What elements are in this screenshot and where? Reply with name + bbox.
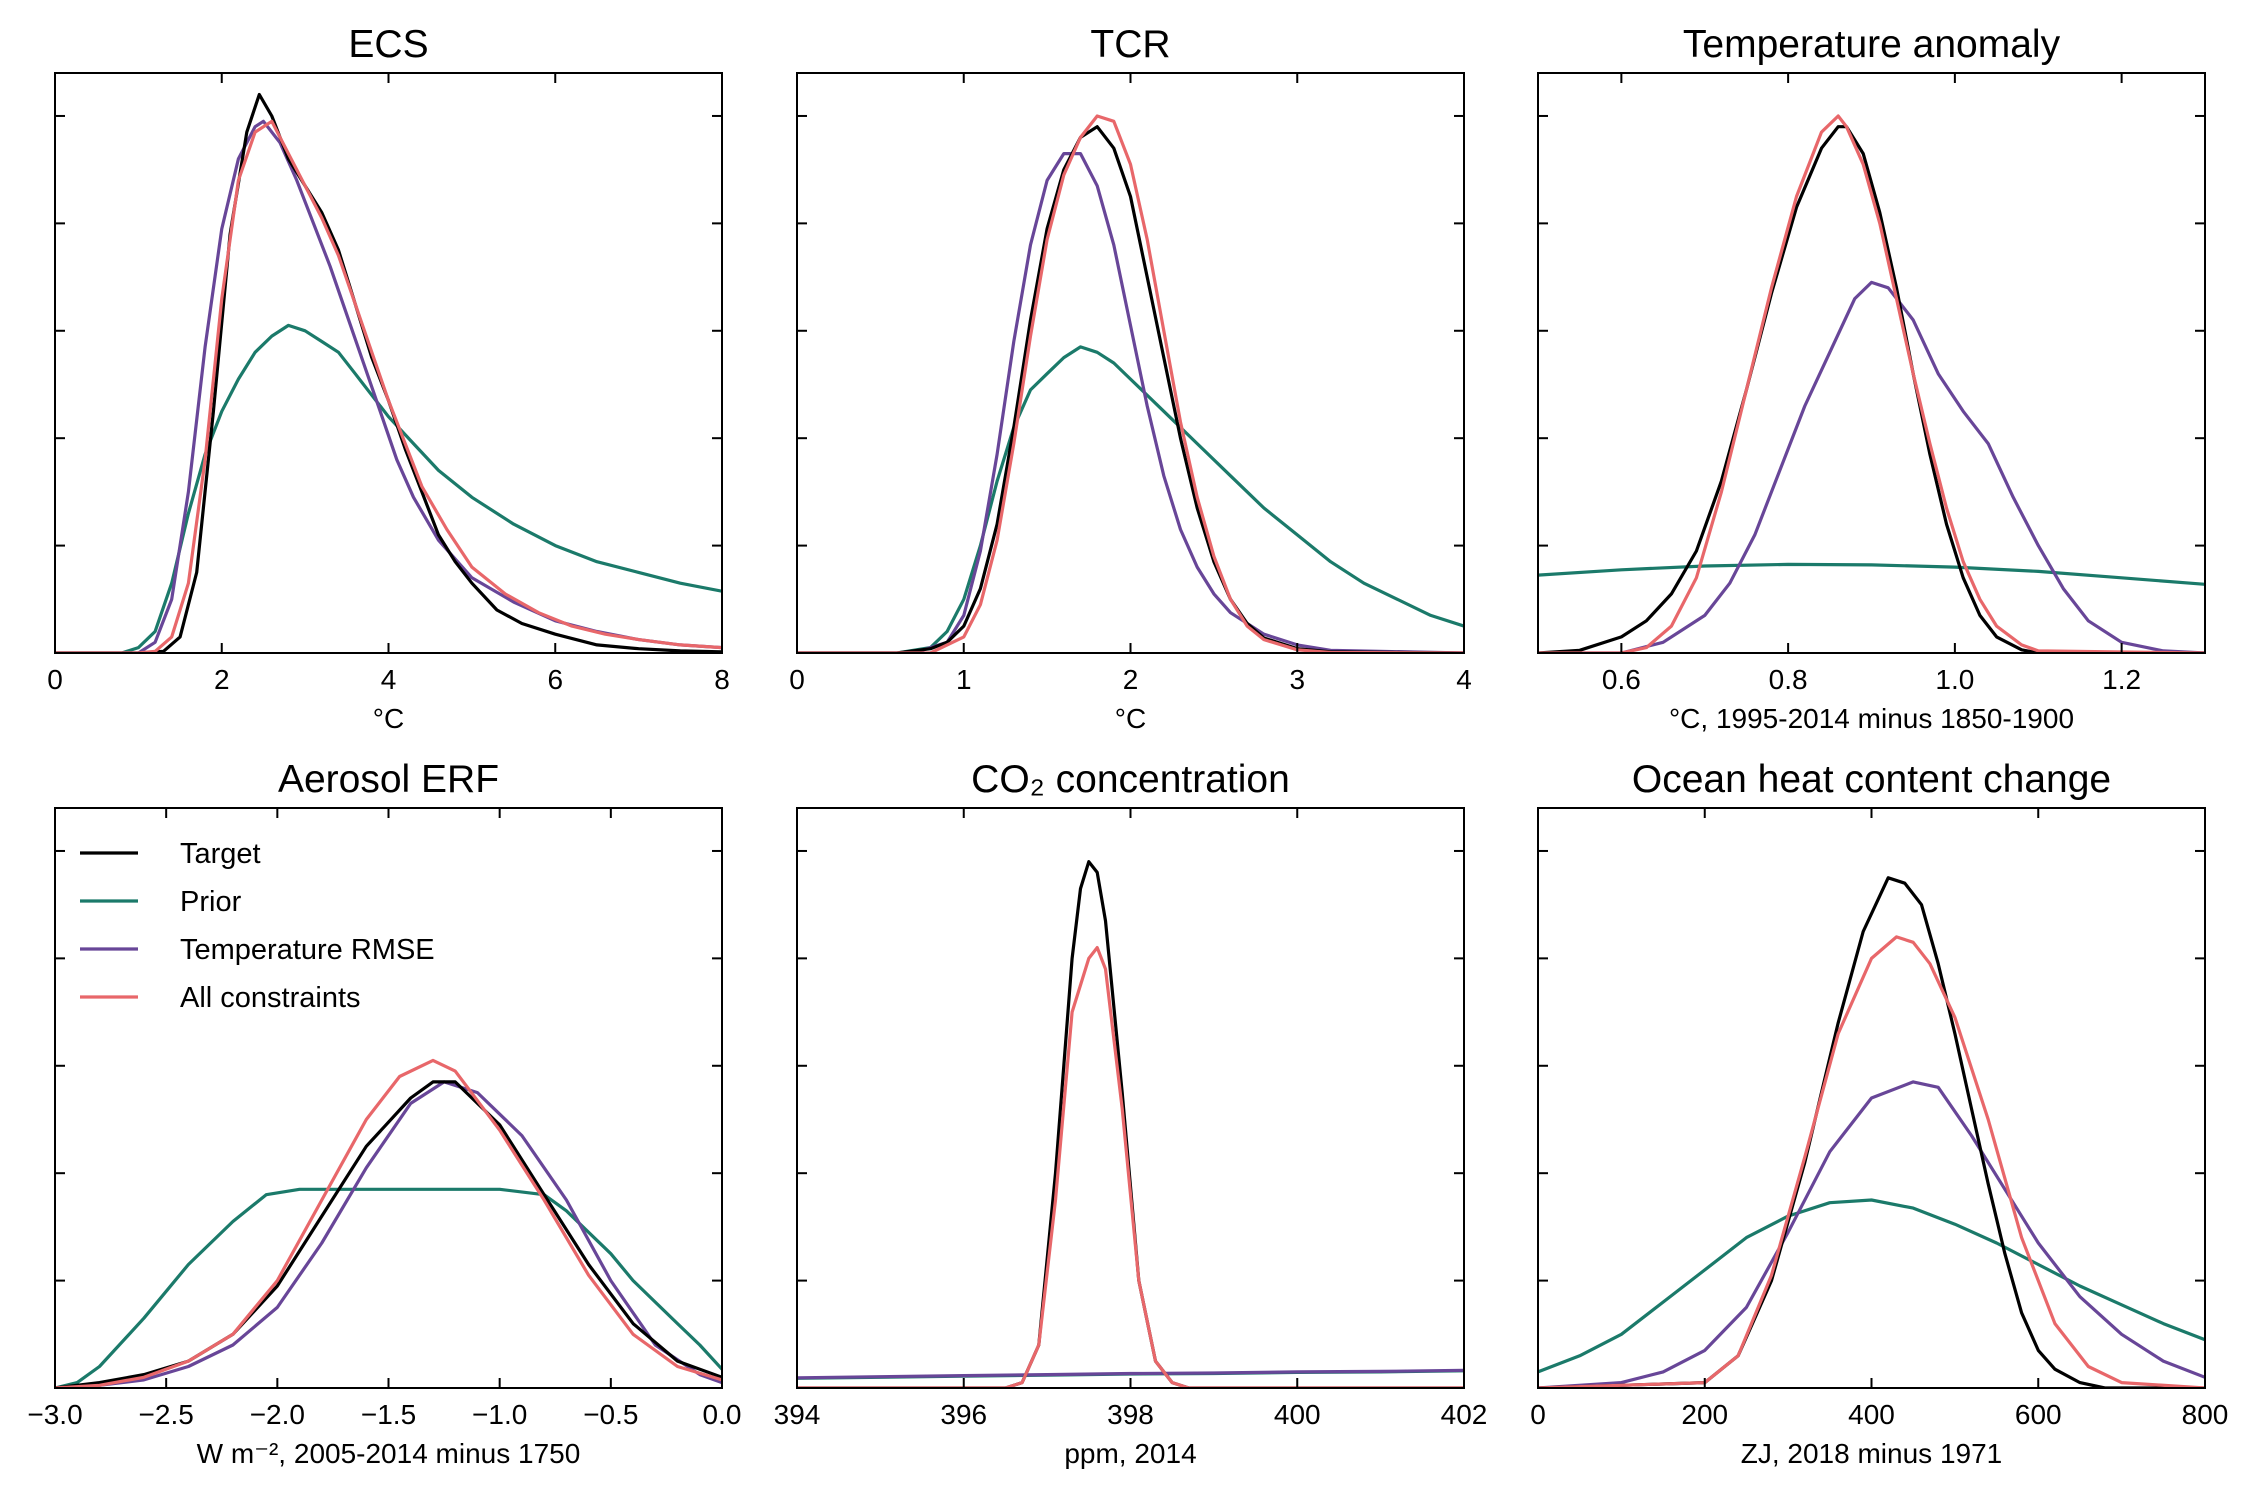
panel-co2-concentration: CO₂ concentration ppm, 2014 394 396 398 400… — [774, 758, 1488, 1469]
x-axis-label: ppm, 2014 — [1064, 1438, 1196, 1469]
series-line-prior — [55, 1187, 722, 1388]
x-tick-label: 0.0 — [703, 1399, 742, 1430]
plot-area — [1538, 114, 2205, 653]
series-line-prior — [797, 345, 1464, 653]
x-tick-label: 3 — [1289, 664, 1305, 695]
series-line-temperature-rmse — [797, 152, 1464, 653]
x-tick-label: 396 — [940, 1399, 987, 1430]
x-tick-label: −1.0 — [472, 1399, 527, 1430]
axes-frame — [796, 807, 1465, 1389]
panel-aerosol-erf: Aerosol ERF W m⁻², 2005-2014 minus 1750 … — [27, 758, 741, 1469]
legend-item: Temperature RMSE — [80, 934, 435, 966]
series-line-target — [55, 1080, 722, 1388]
panel-title: Temperature anomaly — [1683, 23, 2061, 66]
x-axis-label: ZJ, 2018 minus 1971 — [1741, 1438, 2003, 1469]
x-tick-label: 2 — [214, 664, 230, 695]
x-tick-label: 8 — [714, 664, 730, 695]
x-tick-label: −3.0 — [27, 1399, 82, 1430]
panel-title: ECS — [348, 23, 428, 66]
plot-area — [55, 1058, 722, 1388]
x-tick-label: 6 — [547, 664, 563, 695]
panel-title: Aerosol ERF — [278, 758, 499, 801]
x-tick-label: 400 — [1274, 1399, 1321, 1430]
x-tick-label: −1.5 — [361, 1399, 416, 1430]
series-line-temperature-rmse — [55, 119, 722, 653]
series-line-prior — [55, 323, 722, 653]
series-line-target — [797, 860, 1464, 1388]
series-line-all-constraints — [797, 114, 1464, 653]
x-tick-label: 200 — [1681, 1399, 1728, 1430]
x-axis-label: °C — [373, 703, 404, 734]
panel-ocean-heat-content: Ocean heat content change ZJ, 2018 minus… — [1530, 758, 2228, 1469]
x-axis-label: °C, 1995-2014 minus 1850-1900 — [1669, 703, 2074, 734]
series-line-all-constraints — [55, 1058, 722, 1388]
series-line-all-constraints — [1538, 935, 2205, 1388]
x-tick-label: −2.0 — [250, 1399, 305, 1430]
x-tick-label: 398 — [1107, 1399, 1154, 1430]
x-tick-label: 800 — [2182, 1399, 2229, 1430]
x-tick-label: 0.6 — [1602, 664, 1641, 695]
panel-temperature-anomaly: Temperature anomaly °C, 1995-2014 minus … — [1537, 23, 2206, 734]
x-tick-label: 400 — [1848, 1399, 1895, 1430]
x-tick-label: −0.5 — [583, 1399, 638, 1430]
x-axis-label: W m⁻², 2005-2014 minus 1750 — [197, 1438, 581, 1469]
legend-label: All constraints — [180, 982, 361, 1014]
series-line-temperature-rmse — [55, 1080, 722, 1388]
legend: Target Prior Temperature RMSE All constr… — [80, 838, 435, 1014]
series-line-prior — [1538, 1198, 2205, 1374]
x-tick-label: 1.0 — [1935, 664, 1974, 695]
x-tick-label: 4 — [381, 664, 397, 695]
series-line-all-constraints — [1538, 114, 2205, 653]
x-tick-label: 0 — [1530, 1399, 1546, 1430]
plot-area — [797, 114, 1464, 653]
x-tick-label: 1 — [956, 664, 972, 695]
axes-frame — [54, 807, 723, 1389]
x-tick-label: 4 — [1456, 664, 1472, 695]
legend-label: Temperature RMSE — [180, 934, 435, 966]
series-line-all-constraints — [55, 119, 722, 653]
plot-area — [1538, 876, 2205, 1388]
series-line-prior — [1538, 562, 2205, 586]
x-tick-label: 0.8 — [1769, 664, 1808, 695]
legend-item: Prior — [80, 886, 242, 918]
x-tick-label: −2.5 — [139, 1399, 194, 1430]
series-line-all-constraints — [797, 946, 1464, 1388]
series-line-target — [797, 125, 1464, 653]
legend-item: All constraints — [80, 982, 361, 1014]
series-line-target — [1538, 125, 2205, 653]
axes-frame — [54, 72, 723, 654]
panel-title: Ocean heat content change — [1632, 758, 2111, 801]
x-axis-label: °C — [1115, 703, 1146, 734]
x-tick-label: 0 — [47, 664, 63, 695]
plot-area — [797, 860, 1464, 1388]
legend-label: Target — [180, 838, 261, 870]
panel-tcr: TCR °C 0 1 2 3 4 — [789, 23, 1472, 734]
legend-label: Prior — [180, 886, 242, 918]
x-tick-label: 600 — [2015, 1399, 2062, 1430]
x-tick-label: 402 — [1441, 1399, 1488, 1430]
panel-title: TCR — [1090, 23, 1170, 66]
x-tick-label: 2 — [1123, 664, 1139, 695]
series-line-temperature-rmse — [1538, 280, 2205, 653]
legend-item: Target — [80, 838, 261, 870]
x-tick-label: 0 — [789, 664, 805, 695]
panel-ecs: ECS °C 0 2 4 6 8 — [47, 23, 730, 734]
panel-title: CO₂ concentration — [971, 758, 1290, 801]
x-tick-label: 394 — [774, 1399, 821, 1430]
x-tick-label: 1.2 — [2102, 664, 2141, 695]
plot-area — [55, 92, 722, 653]
series-line-target — [1538, 876, 2205, 1388]
axes-frame — [1537, 72, 2206, 654]
series-line-temperature-rmse — [1538, 1080, 2205, 1388]
series-line-temperature-rmse — [797, 1368, 1464, 1380]
